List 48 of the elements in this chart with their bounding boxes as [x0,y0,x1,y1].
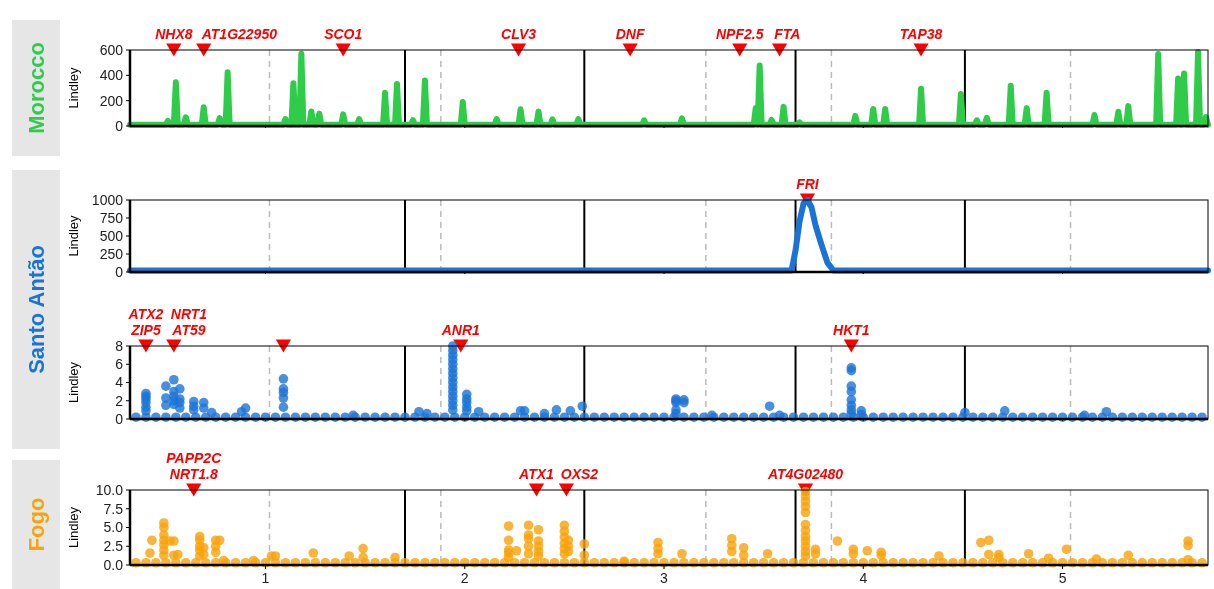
x-tick-label: 2 [460,570,469,586]
y-tick-label: 10.0 [95,481,124,498]
data-label: NRT1 AT59 [170,306,208,339]
y-tick-label: 0 [115,117,124,134]
data-label: SCO1 [324,26,363,43]
data-label: AT4G02480 [766,466,844,483]
x-tick-label: 1 [261,570,270,586]
data-label: NPF2.5 [716,26,764,43]
y-tick-label: 4 [115,374,124,391]
data-label: ATX2 ZIP5 [127,306,164,339]
y-tick-label: 1000 [91,191,124,208]
y-tick-label: 2 [115,392,124,409]
data-label: PAPP2C NRT1.8 [166,450,223,483]
x-tick-label: 4 [859,570,868,586]
data-label: FTA [774,26,801,43]
y-tick-label: 8 [115,337,124,354]
y-tick-label: 600 [99,41,124,58]
y-tick-label: 400 [99,67,124,84]
y-tick-label: 7.5 [103,500,124,517]
y-tick-label: 750 [99,209,124,226]
x-tick-label: 5 [1058,570,1067,586]
x-tick-label: 3 [660,570,669,586]
y-tick-label: 250 [99,245,124,262]
data-label: ANR1 [440,322,481,339]
text: Fogo [24,497,49,552]
y-tick-label: 0 [115,263,124,280]
y-tick-label: 6 [115,356,124,373]
y-tick-label: 2.5 [103,538,124,555]
data-label: NHX8 [155,26,193,43]
text: Morocco [24,42,49,134]
y-tick-label: 200 [99,92,124,109]
data-label: ATX1 [518,466,555,483]
data-label: TAP38 [899,26,943,43]
y-axis-title: Lindley [66,361,81,404]
y-axis-title: Lindley [66,214,81,257]
data-label: DNF [615,26,645,43]
text: Santo Antão [24,245,49,374]
y-tick-label: 0 [115,410,124,427]
data-label: HKT1 [833,322,870,339]
y-tick-label: 500 [99,227,124,244]
data-label: CLV3 [501,26,537,43]
data-label: FRI [796,176,820,193]
y-tick-label: 5.0 [103,519,124,536]
y-axis-title: Lindley [66,66,81,109]
y-axis-title: Lindley [66,506,81,549]
data-label: AT1G22950 [200,26,278,43]
y-tick-label: 0.0 [103,556,124,573]
data-label: OXS2 [560,466,599,483]
